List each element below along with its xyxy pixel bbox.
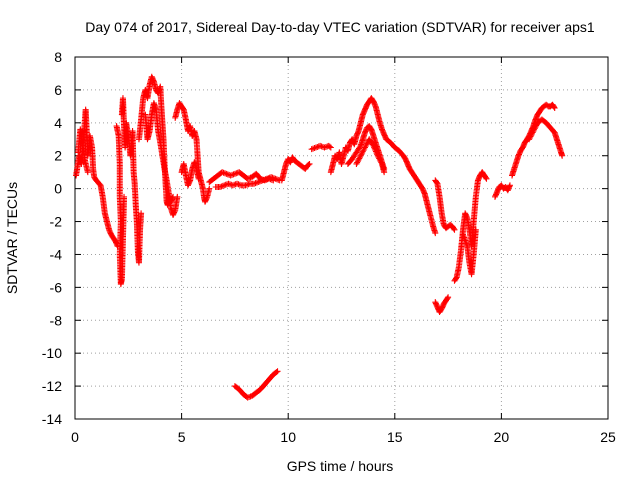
data-point <box>450 225 457 232</box>
data-point <box>305 161 312 168</box>
data-point <box>362 143 369 150</box>
data-point <box>526 136 533 143</box>
data-point <box>375 154 382 161</box>
data-point <box>372 147 379 154</box>
y-tick-label: 2 <box>54 148 62 164</box>
y-tick-label: 8 <box>54 49 62 65</box>
data-point <box>483 175 490 182</box>
data-point <box>370 142 377 149</box>
y-tick-label: -6 <box>50 279 63 295</box>
data-point <box>377 158 384 165</box>
x-tick-label: 5 <box>178 429 186 445</box>
data-point <box>381 169 388 176</box>
data-point <box>550 103 557 110</box>
y-tick-label: -12 <box>42 378 62 394</box>
data-point <box>273 369 280 376</box>
y-tick-label: 6 <box>54 82 62 98</box>
data-point <box>306 160 313 167</box>
data-point <box>529 129 536 136</box>
data-point <box>361 144 368 151</box>
data-point <box>376 156 383 163</box>
data-point <box>359 148 366 155</box>
chart-title: Day 074 of 2017, Sidereal Day-to-day VTE… <box>85 19 595 35</box>
data-point <box>528 130 535 137</box>
plot-frame <box>74 56 609 420</box>
data-point <box>356 155 363 162</box>
y-tick-label: 4 <box>54 115 62 131</box>
data-point <box>531 125 538 132</box>
data-point <box>451 226 458 233</box>
data-points <box>73 73 566 401</box>
data-point <box>353 160 360 167</box>
x-tick-label: 0 <box>71 429 79 445</box>
data-point <box>445 294 452 301</box>
data-point <box>326 143 333 150</box>
data-point <box>274 368 281 375</box>
x-tick-label: 25 <box>600 429 616 445</box>
data-point <box>206 185 213 192</box>
y-tick-label: -8 <box>50 312 63 328</box>
x-tick-label: 15 <box>387 429 403 445</box>
data-point <box>357 152 364 159</box>
x-axis-label: GPS time / hours <box>287 458 394 474</box>
data-point <box>354 158 361 165</box>
data-point <box>327 144 334 151</box>
data-point <box>372 148 379 155</box>
data-point <box>356 154 363 161</box>
data-point <box>371 145 378 152</box>
data-point <box>506 182 513 189</box>
data-point <box>358 151 365 158</box>
x-tick-label: 20 <box>494 429 510 445</box>
data-point <box>138 210 145 217</box>
data-point <box>530 128 537 135</box>
data-point <box>359 149 366 156</box>
y-tick-label: -4 <box>50 246 63 262</box>
data-point <box>532 123 539 130</box>
data-point <box>531 126 538 133</box>
y-tick-label: -2 <box>50 214 63 230</box>
data-point <box>551 105 558 112</box>
data-point <box>354 159 361 166</box>
data-point <box>361 145 368 152</box>
data-point <box>371 144 378 151</box>
data-point <box>533 122 540 129</box>
data-point <box>363 141 370 148</box>
data-point <box>374 151 381 158</box>
data-point <box>376 155 383 162</box>
data-point <box>170 193 177 200</box>
y-tick-label: 0 <box>54 181 62 197</box>
data-point <box>527 133 534 140</box>
data-point <box>121 193 128 200</box>
data-point <box>374 152 381 159</box>
data-point <box>432 230 439 237</box>
y-tick-label: -10 <box>42 345 62 361</box>
data-point <box>195 175 202 182</box>
data-point <box>373 149 380 156</box>
data-point <box>472 226 479 233</box>
data-point <box>433 179 440 186</box>
y-tick-label: -14 <box>42 411 62 427</box>
data-point <box>84 169 91 176</box>
data-point <box>355 156 362 163</box>
data-point <box>526 134 533 141</box>
data-point <box>482 174 489 181</box>
data-point <box>360 147 367 154</box>
x-tick-label: 10 <box>280 429 296 445</box>
data-point <box>528 132 535 139</box>
data-point <box>559 152 566 159</box>
data-point <box>444 295 451 302</box>
data-point <box>356 144 363 151</box>
data-point <box>378 159 385 166</box>
y-axis-label: SDTVAR / TECUs <box>4 182 20 294</box>
